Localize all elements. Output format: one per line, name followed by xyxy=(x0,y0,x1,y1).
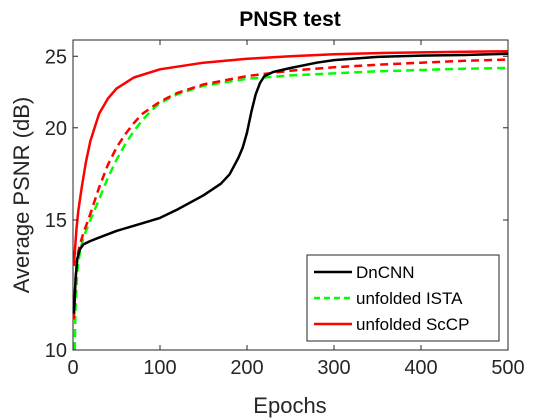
series-lines xyxy=(72,49,509,351)
x-tick-label: 300 xyxy=(317,357,350,379)
legend-label-unfolded-sccp: unfolded ScCP xyxy=(356,315,469,334)
x-tick-label: 200 xyxy=(230,357,263,379)
legend: DnCNN unfolded ISTA unfolded ScCP xyxy=(306,254,500,342)
y-tick-label: 10 xyxy=(45,340,67,362)
x-tick-label: 0 xyxy=(67,357,78,379)
legend-label-dncnn: DnCNN xyxy=(356,263,415,282)
legend-label-unfolded-ista: unfolded ISTA xyxy=(356,289,463,308)
series-line-unfolded-sccp xyxy=(72,49,509,266)
chart-title: PNSR test xyxy=(239,8,341,31)
y-tick-label: 15 xyxy=(45,210,67,232)
y-tick-label: 20 xyxy=(45,118,67,140)
x-tick-label: 500 xyxy=(491,357,524,379)
y-axis-label: Average PSNR (dB) xyxy=(9,97,34,293)
series-line-unfolded-ista xyxy=(73,66,509,351)
x-tick-label: 400 xyxy=(404,357,437,379)
axis-ticks: 0 100 200 300 400 500 10 15 20 25 xyxy=(45,40,525,379)
series-line-dncnn xyxy=(72,52,509,314)
series-line-series-3-dashed xyxy=(72,58,509,320)
y-tick-label: 25 xyxy=(45,46,67,68)
x-tick-label: 100 xyxy=(143,357,176,379)
x-axis-label: Epochs xyxy=(253,393,326,418)
